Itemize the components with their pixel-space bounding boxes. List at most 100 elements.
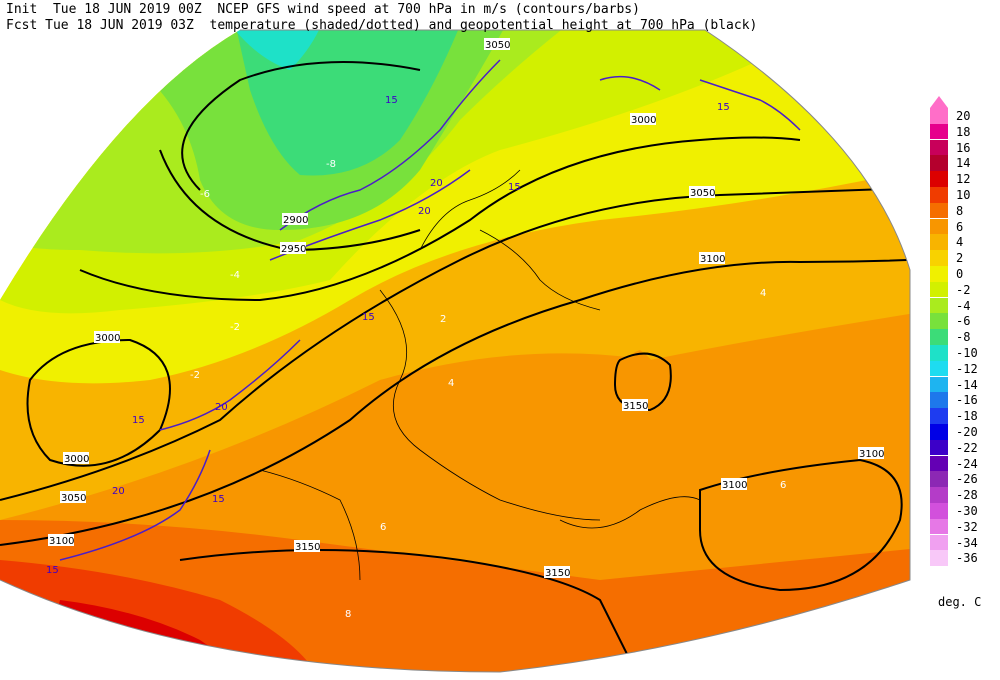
colorbar-label: 10: [956, 188, 971, 202]
height-label-3150-med: 3150: [545, 568, 570, 579]
height-label-3100-east: 3100: [700, 254, 725, 265]
colorbar-top-arrow-icon: [930, 96, 948, 108]
header-init-line: Init Tue 18 JUN 2019 00Z NCEP GFS wind s…: [6, 2, 640, 17]
wind-label-15-e: 15: [212, 494, 225, 505]
colorbar-swatch: [930, 503, 948, 519]
colorbar-label: -36: [956, 551, 978, 566]
wind-label-15-b: 15: [508, 182, 521, 193]
colorbar-label: -30: [956, 504, 978, 518]
colorbar-swatch: [930, 108, 948, 124]
colorbar-label: 18: [956, 124, 971, 139]
colorbar-label: -12: [956, 361, 978, 376]
wind-label-15-g: 15: [717, 102, 730, 113]
colorbar-label: 14: [956, 156, 971, 171]
colorbar-label: 0: [956, 267, 964, 281]
colorbar-swatch: [930, 313, 948, 329]
colorbar-label: -16: [956, 393, 978, 408]
height-label-3100-se: 3100: [859, 449, 884, 460]
height-label-3050-sw: 3050: [61, 493, 86, 504]
colorbar-label: 12: [956, 172, 971, 187]
height-label-3100-turkey: 3100: [722, 480, 747, 491]
temp-label-m6: -6: [200, 189, 210, 200]
height-label-3000-west: 3000: [95, 333, 120, 344]
colorbar-label: -14: [956, 377, 978, 392]
colorbar-label: 4: [956, 235, 964, 250]
height-label-3050-north: 3050: [485, 40, 510, 51]
colorbar-swatch: [930, 155, 948, 171]
wind-label-20-c: 20: [215, 402, 228, 413]
temp-label-m4: -4: [230, 270, 240, 281]
temp-label-8: 8: [345, 609, 351, 620]
colorbar-label: -32: [956, 519, 978, 534]
colorbar-label: 16: [956, 140, 971, 155]
colorbar-label: 20: [956, 109, 971, 123]
colorbar-swatch: [930, 471, 948, 487]
temp-label-m2-b: -2: [190, 370, 200, 381]
map-border: [0, 29, 911, 673]
height-label-3100-west: 3100: [49, 536, 74, 547]
height-label-2900: 2900: [283, 215, 308, 226]
colorbar-swatch: [930, 392, 948, 408]
colorbar-swatch: [930, 345, 948, 361]
colorbar-swatch: [930, 439, 948, 456]
height-label-3050-east: 3050: [690, 188, 715, 199]
colorbar-swatch: [930, 234, 948, 250]
wind-label-15-d: 15: [132, 415, 145, 426]
colorbar-swatch: [930, 171, 948, 187]
temp-label-m2-a: -2: [230, 322, 240, 333]
colorbar-label: 8: [956, 203, 964, 218]
temp-label-6-a: 6: [380, 522, 386, 533]
wind-label-20-a: 20: [430, 178, 443, 189]
colorbar-swatch: [930, 329, 948, 345]
wind-label-15-f: 15: [46, 565, 59, 576]
colorbar-label: -8: [956, 330, 971, 345]
temp-label-4-b: 4: [760, 288, 766, 299]
colorbar-swatch: [930, 266, 948, 282]
colorbar-swatch: [930, 518, 948, 535]
colorbar-label: -10: [956, 346, 978, 360]
wind-label-20-d: 20: [112, 486, 125, 497]
colorbar-swatch: [930, 455, 948, 472]
colorbar-label: -28: [956, 488, 978, 503]
colorbar-swatch: [930, 139, 948, 156]
colorbar-label: -2: [956, 282, 971, 297]
temp-label-2-a: 2: [440, 314, 446, 325]
temp-label-6-b: 6: [780, 480, 786, 491]
colorbar-label: -26: [956, 472, 978, 487]
height-label-2950: 2950: [281, 244, 306, 255]
colorbar-swatch: [930, 187, 948, 203]
height-label-3000-southwest: 3000: [64, 454, 89, 465]
colorbar-swatch: [930, 550, 948, 566]
colorbar-swatch: [930, 281, 948, 298]
colorbar-label: 2: [956, 251, 964, 266]
height-label-3150-center: 3150: [623, 401, 648, 412]
colorbar-label: -22: [956, 440, 978, 455]
colorbar-label: -20: [956, 425, 978, 439]
colorbar-label: 6: [956, 219, 964, 234]
colorbar-label: -4: [956, 298, 971, 313]
colorbar-swatch: [930, 123, 948, 140]
colorbar-label: -18: [956, 409, 978, 424]
colorbar-swatch: [930, 534, 948, 551]
colorbar-swatch: [930, 360, 948, 377]
wind-label-15-c: 15: [362, 312, 375, 323]
colorbar-swatch: [930, 202, 948, 219]
header-forecast-line: Fcst Tue 18 JUN 2019 03Z temperature (sh…: [6, 18, 758, 33]
colorbar-label: -34: [956, 535, 978, 550]
colorbar-swatch: [930, 218, 948, 235]
wind-label-20-b: 20: [418, 206, 431, 217]
temp-label-4-a: 4: [448, 378, 454, 389]
colorbar-label: -24: [956, 456, 978, 471]
colorbar-swatch: [930, 250, 948, 266]
colorbar-swatch: [930, 297, 948, 314]
temp-label-m8-a: -8: [326, 159, 336, 170]
colorbar-swatch: [930, 487, 948, 503]
wind-label-15-a: 15: [385, 95, 398, 106]
colorbar-unit: deg. C: [938, 595, 982, 609]
height-label-3000-ne: 3000: [631, 115, 656, 126]
colorbar-swatch: [930, 376, 948, 393]
colorbar-swatch: [930, 408, 948, 424]
colorbar-label: -6: [956, 314, 971, 329]
